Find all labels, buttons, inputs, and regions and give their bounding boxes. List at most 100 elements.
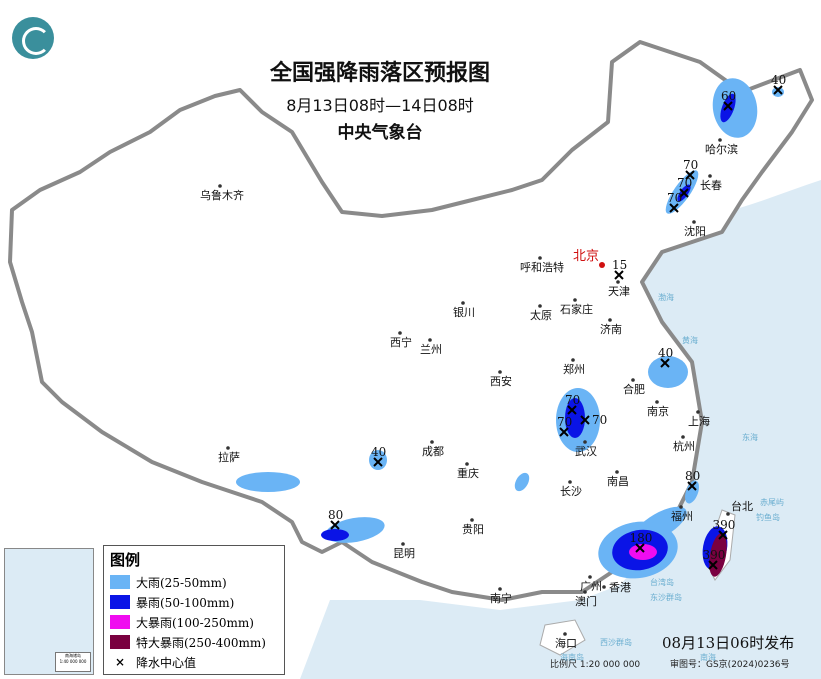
city-dot [226,446,230,450]
legend-label: 大暴雨(100-250mm) [136,615,254,630]
rain-area [648,356,688,388]
rain-center-value: 390 [713,518,736,532]
cross-icon [373,457,383,467]
city-label: 南京 [647,404,669,418]
city-label: 济南 [600,322,622,336]
city-label: 澳门 [575,594,597,608]
legend-swatch [110,595,130,609]
sea-label: 渤海 [658,292,674,302]
city-label: 沈阳 [684,224,706,238]
city-label: 香港 [609,581,631,594]
rain-center-value: 70 [677,176,692,190]
city-label: 福州 [671,509,693,523]
rain-center-value: 390 [703,548,726,562]
city-label: 兰州 [420,343,442,356]
legend-swatch [110,575,130,589]
rain-center: 80 [328,508,343,530]
rain-center-value: 70 [592,413,607,427]
sea-label: 台湾岛 [650,577,674,587]
city-label: 海口 [555,636,577,650]
rain-center: 40 [658,346,673,368]
inset-caption: 南海诸岛 1:40 000 000 [55,652,91,672]
rain-center-value: 70 [557,415,572,429]
cross-icon: × [114,655,126,669]
city-label: 天津 [608,285,630,298]
city-dot [563,632,567,636]
city-label: 长沙 [560,485,582,498]
cross-icon [669,203,679,213]
city-dot [583,590,587,594]
rain-center-value: 15 [612,258,627,272]
legend-item-heavy-rainstorm: 大暴雨(100-250mm) [110,612,278,632]
legend-item-rainstorm: 暴雨(50-100mm) [110,592,278,612]
cross-icon [679,188,689,198]
legend-swatch [110,615,130,629]
city-dot [631,378,635,382]
city-dot [573,298,577,302]
city-label: 重庆 [457,466,479,480]
city-dot [583,440,587,444]
city-dot [679,505,683,509]
city-label: 上海 [688,414,710,428]
city-dot [470,518,474,522]
rain-area [321,529,349,541]
city-dot [708,174,712,178]
rain-area [720,93,736,123]
city-dot [401,542,405,546]
capital-marker: 北京 [573,249,605,268]
cross-icon [559,427,569,437]
cross-icon [708,560,718,570]
city-label: 太原 [530,309,552,322]
city-label: 南昌 [607,475,629,488]
rain-center: 70 [677,176,692,198]
rain-area [772,87,784,97]
sea-label: 西沙群岛 [600,637,632,647]
rain-center: 70 [565,393,580,415]
city-dot [655,400,659,404]
city-label: 南宁 [490,591,512,605]
rain-center: 60 [721,89,736,111]
sea-label: 东沙群岛 [650,592,682,602]
china-border [8,40,814,602]
city-dot [218,184,222,188]
legend-title: 图例 [110,551,141,569]
city-dot [726,512,730,516]
city-label: 合肥 [623,382,645,396]
city-label: 乌鲁木齐 [200,188,244,202]
city-label: 成都 [422,445,444,458]
city-dot [461,301,465,305]
city-dot [498,587,502,591]
hainan-island [539,619,586,656]
rain-center: 70 [667,191,682,213]
city-dot [681,435,685,439]
city-label: 广州 [580,580,602,593]
cross-icon [718,530,728,540]
city-label: 昆明 [393,547,415,560]
sea-area [300,180,821,679]
inset-title: 南海诸岛 [65,653,81,658]
city-label: 石家庄 [560,302,593,316]
south-china-sea-inset: 南海诸岛 1:40 000 000 [4,548,94,675]
rain-center-value: 60 [721,89,736,103]
cross-icon [723,101,733,111]
city-label: 银川 [453,305,475,319]
sea-label: 黄海 [682,335,698,345]
city-label: 台北 [731,499,753,513]
city-dot [430,440,434,444]
sea-label: 钓鱼岛 [756,512,780,522]
cross-icon [567,405,577,415]
city-dot [588,575,592,579]
map-review-number: 审图号：GS京(2024)0236号 [670,660,790,670]
city-dot [615,470,619,474]
legend-label: 特大暴雨(250-400mm) [136,635,266,650]
cross-icon [773,85,783,95]
cross-icon [580,415,590,425]
legend-item-center: × 降水中心值 [110,652,278,672]
rain-area [514,472,530,492]
issue-time: 08月13日06时发布 [662,634,795,652]
map-title: 全国强降雨落区预报图 [269,61,490,86]
city-label: 杭州 [673,439,695,453]
city-label: 哈尔滨 [705,142,738,156]
